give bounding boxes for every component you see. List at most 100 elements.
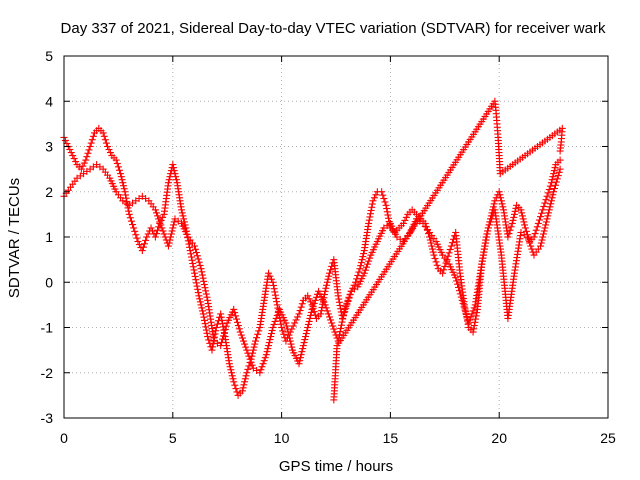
data-point-wark-main-interp: [196, 298, 204, 306]
data-point-wark-main: [447, 242, 455, 250]
data-point-wark-main-interp: [292, 316, 300, 324]
data-point-wark-secondary-interp: [342, 302, 350, 310]
data-point-wark-secondary-interp: [454, 283, 462, 291]
data-point-wark-main-interp: [189, 260, 197, 268]
data-point-wark-secondary-interp: [539, 230, 547, 238]
data-point-wark-main-interp: [489, 203, 497, 211]
data-point-wark-secondary-interp: [168, 227, 176, 235]
data-point-wark-secondary-interp: [198, 268, 206, 276]
data-point-wark-secondary-interp: [167, 233, 175, 241]
data-point-wark-secondary-interp: [527, 242, 535, 250]
data-point-wark-main: [138, 247, 146, 255]
data-point-wark-secondary-interp: [364, 260, 372, 268]
data-point-wark-secondary-interp: [165, 239, 173, 247]
data-point-wark-main-interp: [335, 298, 343, 306]
data-point-wark-main-interp: [63, 139, 71, 147]
data-point-wark-main-interp: [381, 198, 389, 206]
data-point-wark-secondary-interp: [267, 333, 275, 341]
data-point-wark-main-interp: [349, 284, 357, 292]
data-point-wark-secondary: [556, 165, 564, 173]
data-point-wark-main: [191, 269, 199, 277]
data-point-wark-main: [539, 206, 547, 214]
data-point-wark-main-interp: [535, 216, 543, 224]
data-point-wark-secondary-interp: [264, 345, 272, 353]
data-point-wark-main: [208, 346, 216, 354]
data-point-wark-secondary: [295, 360, 303, 368]
data-point-wark-secondary-interp: [551, 181, 559, 189]
data-point-wark-main-interp: [428, 245, 436, 253]
data-point-wark-main-interp: [548, 176, 556, 184]
data-point-wark-secondary-interp: [286, 334, 294, 342]
data-point-wark-main-interp: [239, 384, 247, 392]
data-point-wark-main-interp: [88, 136, 96, 144]
data-point-wark-main-interp: [194, 285, 202, 293]
data-point-wark-secondary: [256, 369, 264, 377]
data-point-wark-main: [325, 269, 333, 277]
data-point-wark-main-interp: [228, 372, 236, 380]
data-point-wark-main: [199, 310, 207, 318]
data-point-wark-secondary-interp: [311, 296, 319, 304]
data-point-wark-main-interp: [541, 199, 549, 207]
data-point-wark-main-interp: [540, 202, 548, 210]
data-point-wark-main-interp: [428, 242, 436, 250]
data-point-wark-main-interp: [192, 279, 200, 287]
data-point-wark-main-interp: [510, 213, 518, 221]
data-point-wark-secondary: [523, 233, 531, 241]
data-point-wark-secondary-interp: [219, 335, 227, 343]
data-point-wark-secondary-interp: [263, 348, 271, 356]
data-point-wark-secondary-interp: [336, 328, 344, 336]
data-point-wark-secondary-interp: [233, 318, 241, 326]
data-point-wark-secondary-interp: [242, 343, 250, 351]
data-point-wark-secondary-interp: [537, 239, 545, 247]
data-point-wark-main-interp: [80, 159, 88, 167]
data-point-wark-secondary-interp: [362, 263, 370, 271]
data-point-wark-secondary-interp: [303, 327, 311, 335]
data-point-wark-main-interp: [271, 291, 279, 299]
data-point-wark-main-interp: [187, 250, 195, 258]
data-point-wark-main: [269, 278, 277, 286]
data-point-wark-secondary-interp: [257, 366, 265, 374]
data-point-wark-main-interp: [113, 159, 121, 167]
data-point-wark-secondary-interp: [232, 312, 240, 320]
data-point-wark-main-interp: [232, 385, 240, 393]
data-point-wark-main: [121, 188, 129, 196]
data-point-wark-secondary-interp: [287, 340, 295, 348]
data-point-wark-main: [117, 170, 125, 178]
data-point-wark-main-interp: [218, 316, 226, 324]
data-point-wark-main-interp: [533, 223, 541, 231]
data-point-wark-main-interp: [549, 173, 557, 181]
data-point-wark-main-interp: [135, 241, 143, 249]
data-point-wark-secondary-interp: [343, 299, 351, 307]
data-point-wark-secondary-interp: [167, 230, 175, 238]
data-point-wark-main-interp: [512, 204, 520, 212]
data-point-wark-main-interp: [191, 272, 199, 280]
data-point-wark-secondary-interp: [166, 236, 174, 244]
data-point-wark-secondary: [537, 242, 545, 250]
data-point-wark-secondary-interp: [191, 245, 199, 253]
data-point-wark-main: [517, 206, 525, 214]
data-point-wark-main-interp: [372, 191, 380, 199]
data-point-wark-main-interp: [496, 191, 504, 199]
data-point-wark-main-interp: [521, 221, 529, 229]
data-point-wark-secondary: [236, 328, 244, 336]
data-point-wark-secondary-interp: [361, 266, 369, 274]
data-point-wark-main-interp: [188, 256, 196, 264]
data-point-wark-secondary-interp: [324, 310, 332, 318]
data-point-wark-main: [430, 251, 438, 259]
data-point-wark-secondary-interp: [270, 320, 278, 328]
data-point-wark-main-interp: [255, 327, 263, 335]
data-point-wark-secondary-interp: [455, 287, 463, 295]
data-point-wark-main-interp: [532, 226, 540, 234]
data-point-wark-secondary-interp: [192, 249, 200, 257]
data-point-wark-secondary-interp: [468, 310, 476, 318]
data-point-wark-secondary-interp: [549, 191, 557, 199]
data-point-wark-main-interp: [125, 207, 133, 215]
data-point-wark-secondary-interp: [339, 312, 347, 320]
data-point-wark-main-interp: [190, 266, 198, 274]
data-point-wark-secondary-interp: [542, 221, 550, 229]
data-point-wark-main: [399, 219, 407, 227]
data-point-wark-main-interp: [120, 185, 128, 193]
x-tick-label: 15: [383, 430, 399, 446]
data-point-wark-main-interp: [357, 262, 365, 270]
